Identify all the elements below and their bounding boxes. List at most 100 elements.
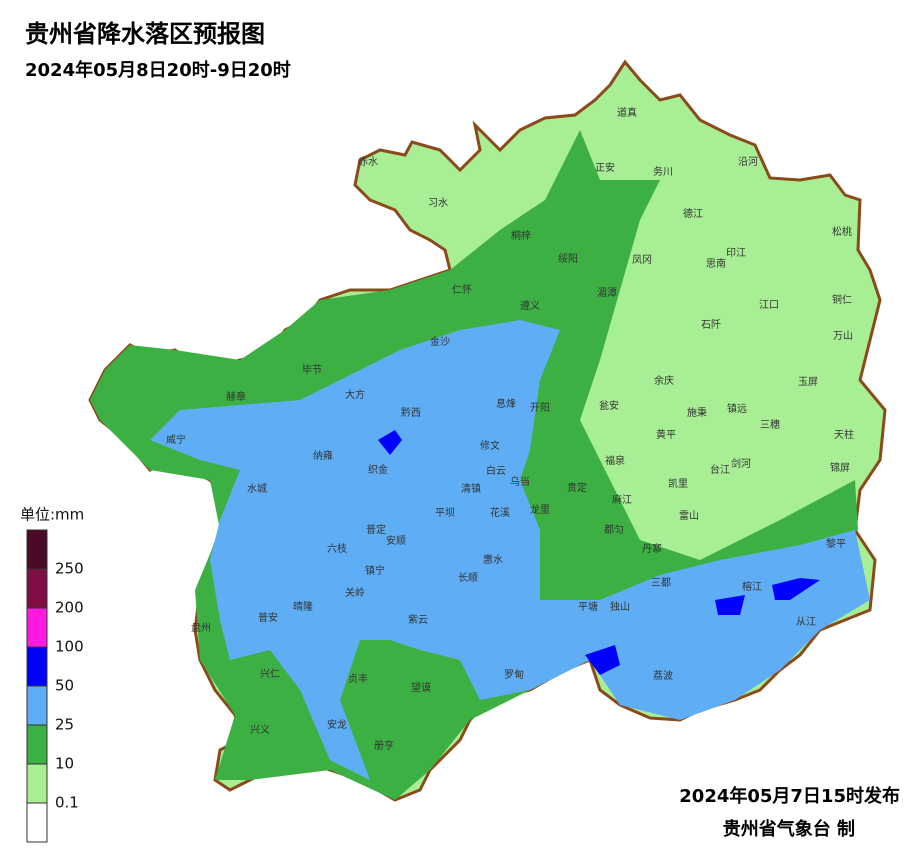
place-label: 正安 — [595, 161, 615, 174]
place-label: 龙里 — [530, 503, 550, 516]
place-label: 白云 — [486, 464, 506, 477]
agency: 贵州省气象台 制 — [723, 818, 855, 840]
place-label: 赫章 — [226, 390, 246, 403]
place-label: 石阡 — [701, 319, 721, 331]
place-label: 思南 — [706, 257, 726, 270]
place-label: 都匀 — [604, 524, 624, 536]
place-label: 关岭 — [345, 586, 365, 599]
place-label: 盘州 — [191, 621, 211, 634]
place-label: 沿河 — [738, 156, 758, 168]
place-label: 罗甸 — [504, 668, 524, 681]
place-label: 镇宁 — [365, 564, 385, 577]
legend-label: 200 — [55, 599, 84, 617]
place-label: 兴仁 — [260, 668, 280, 680]
place-label: 万山 — [833, 330, 853, 342]
place-label: 凤冈 — [632, 254, 652, 266]
place-label: 开阳 — [530, 402, 550, 414]
place-label: 平坝 — [435, 507, 455, 519]
place-label: 遵义 — [520, 299, 540, 312]
place-label: 仁怀 — [452, 284, 472, 296]
place-label: 金沙 — [430, 335, 450, 348]
legend-unit: 单位:mm — [20, 506, 84, 524]
place-label: 三都 — [651, 577, 671, 589]
rain-25-50 — [150, 320, 870, 780]
place-label: 大方 — [345, 388, 365, 401]
place-label: 松桃 — [832, 225, 852, 238]
place-label: 福泉 — [605, 454, 625, 467]
place-label: 安龙 — [327, 718, 347, 731]
place-label: 惠水 — [483, 553, 503, 566]
issued: 2024年05月7日15时发布 — [679, 785, 900, 807]
place-label: 普安 — [258, 611, 278, 624]
place-label: 水城 — [247, 483, 267, 495]
place-label: 乌当 — [510, 475, 530, 488]
place-label: 普定 — [366, 523, 386, 536]
place-label: 江口 — [759, 299, 779, 311]
place-label: 德江 — [683, 207, 703, 220]
place-label: 桐梓 — [511, 229, 531, 242]
legend: 250 200 100 50 25 10 0.1 — [26, 529, 84, 843]
place-label: 织金 — [368, 463, 388, 476]
place-label: 从江 — [796, 616, 816, 628]
place-label: 务川 — [653, 165, 673, 178]
place-label: 望谟 — [411, 681, 431, 694]
legend-swatch — [26, 685, 48, 726]
place-label: 印江 — [726, 247, 746, 259]
place-label: 黎平 — [826, 537, 846, 550]
subtitle: 2024年05月8日20时-9日20时 — [25, 59, 291, 81]
place-label: 绥阳 — [558, 253, 578, 265]
legend-swatch — [26, 529, 48, 570]
place-label: 纳雍 — [313, 449, 333, 462]
place-label: 紫云 — [408, 614, 428, 626]
title: 贵州省降水落区预报图 — [25, 20, 265, 48]
place-label: 雷山 — [679, 510, 699, 522]
place-label: 施秉 — [687, 406, 707, 419]
place-label: 册亨 — [374, 739, 394, 752]
legend-swatch — [26, 568, 48, 609]
legend-swatch — [26, 763, 48, 804]
place-label: 修文 — [480, 439, 500, 452]
place-label: 榕江 — [742, 580, 762, 593]
place-label: 道真 — [617, 106, 637, 119]
place-label: 黔西 — [401, 406, 421, 419]
legend-swatch — [26, 724, 48, 765]
place-label: 清镇 — [461, 482, 481, 495]
place-label: 天柱 — [834, 428, 854, 441]
place-label: 花溪 — [490, 506, 510, 519]
place-label: 丹寨 — [642, 542, 662, 555]
place-label: 黄平 — [656, 428, 676, 441]
legend-swatch — [26, 607, 48, 648]
place-label: 玉屏 — [798, 376, 818, 388]
place-label: 长顺 — [458, 572, 478, 584]
place-label: 凯里 — [668, 477, 688, 490]
place-label: 荔波 — [653, 669, 673, 682]
place-label: 台江 — [710, 463, 730, 476]
place-label: 余庆 — [654, 374, 674, 387]
place-label: 锦屏 — [830, 461, 850, 474]
place-label: 安顺 — [386, 534, 406, 547]
place-label: 习水 — [428, 197, 448, 209]
legend-swatch — [26, 646, 48, 687]
legend-label: 10 — [55, 755, 74, 773]
place-label: 麻江 — [612, 493, 632, 506]
place-label: 镇远 — [727, 402, 747, 415]
place-label: 三穗 — [760, 418, 780, 431]
legend-label: 100 — [55, 638, 84, 656]
place-label: 湄潭 — [597, 287, 617, 299]
place-label: 晴隆 — [293, 600, 313, 613]
place-label: 威宁 — [166, 433, 186, 446]
legend-label: 25 — [55, 716, 74, 734]
place-label: 贵定 — [567, 481, 587, 494]
legend-swatch — [26, 802, 48, 843]
place-label: 独山 — [610, 600, 630, 613]
place-label: 赤水 — [358, 156, 378, 168]
place-label: 铜仁 — [832, 294, 852, 306]
place-label: 贞丰 — [348, 672, 368, 685]
place-label: 毕节 — [302, 363, 322, 376]
legend-label: 250 — [55, 560, 84, 578]
legend-label: 50 — [55, 677, 74, 695]
place-label: 息烽 — [496, 397, 516, 410]
place-label: 平塘 — [578, 600, 598, 613]
